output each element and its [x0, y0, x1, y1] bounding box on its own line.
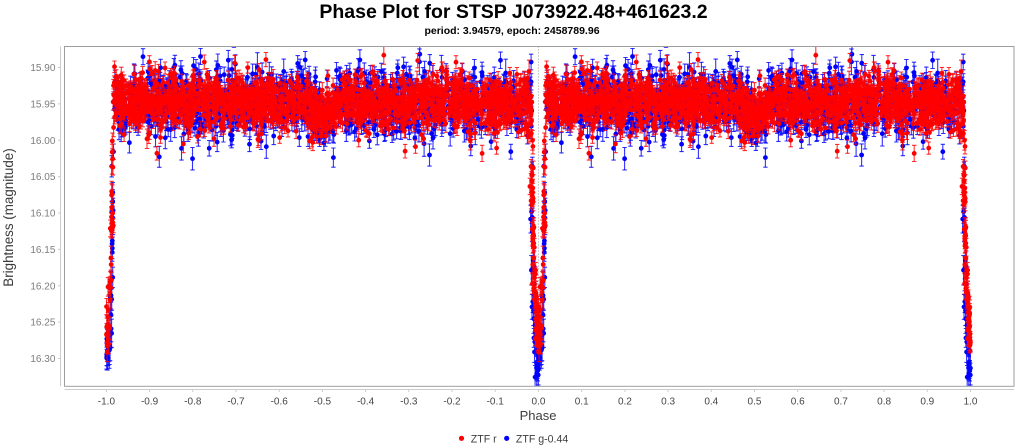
svg-text:0.8: 0.8: [877, 396, 891, 407]
svg-text:16.30: 16.30: [30, 354, 55, 365]
svg-text:-0.8: -0.8: [184, 396, 202, 407]
svg-text:0.6: 0.6: [791, 396, 805, 407]
svg-text:16.15: 16.15: [30, 245, 55, 256]
svg-text:0.9: 0.9: [920, 396, 934, 407]
svg-text:-0.7: -0.7: [227, 396, 245, 407]
svg-text:-0.1: -0.1: [487, 396, 505, 407]
svg-text:-0.5: -0.5: [314, 396, 332, 407]
svg-text:-0.9: -0.9: [141, 396, 159, 407]
svg-text:15.90: 15.90: [30, 63, 55, 74]
svg-text:0.1: 0.1: [575, 396, 589, 407]
svg-text:15.95: 15.95: [30, 100, 55, 111]
svg-text:0.5: 0.5: [748, 396, 762, 407]
svg-text:0.2: 0.2: [618, 396, 632, 407]
svg-text:-0.2: -0.2: [443, 396, 461, 407]
svg-text:0.7: 0.7: [834, 396, 848, 407]
svg-text:period: 3.94579, epoch: 245878: period: 3.94579, epoch: 2458789.96: [424, 25, 599, 37]
svg-text:ZTF g-0.44: ZTF g-0.44: [516, 433, 569, 445]
svg-text:Phase Plot for STSP J073922.48: Phase Plot for STSP J073922.48+461623.2: [319, 1, 707, 23]
svg-text:0.0: 0.0: [532, 396, 546, 407]
svg-text:-0.4: -0.4: [357, 396, 375, 407]
svg-text:1.0: 1.0: [964, 396, 978, 407]
svg-text:0.3: 0.3: [661, 396, 675, 407]
svg-text:16.20: 16.20: [30, 281, 55, 292]
svg-text:16.10: 16.10: [30, 209, 55, 220]
svg-text:ZTF r: ZTF r: [471, 433, 497, 445]
svg-text:Brightness (magnitude): Brightness (magnitude): [1, 148, 16, 286]
svg-text:16.05: 16.05: [30, 172, 55, 183]
svg-text:-1.0: -1.0: [98, 396, 116, 407]
svg-text:16.00: 16.00: [30, 136, 55, 147]
svg-text:-0.6: -0.6: [271, 396, 289, 407]
svg-text:0.4: 0.4: [704, 396, 718, 407]
svg-text:-0.3: -0.3: [400, 396, 418, 407]
svg-text:Phase: Phase: [520, 408, 557, 423]
svg-text:16.25: 16.25: [30, 318, 55, 329]
